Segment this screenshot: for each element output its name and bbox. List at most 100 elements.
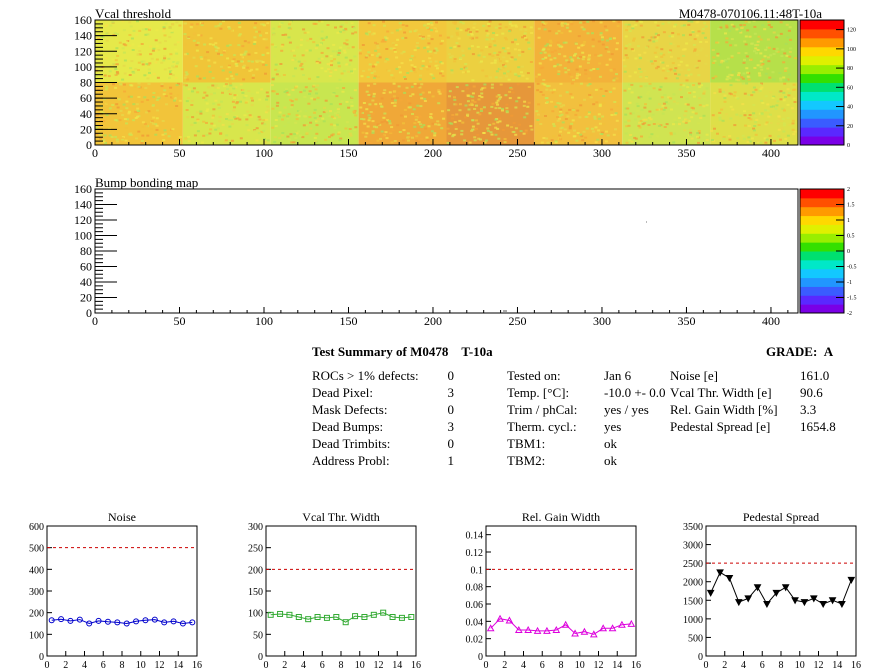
pixel-speck xyxy=(660,48,664,51)
colorbar-segment xyxy=(800,189,844,199)
pixel-speck xyxy=(127,110,131,113)
pixel-speck xyxy=(450,69,454,72)
pixel-speck xyxy=(129,132,133,135)
pixel-speck xyxy=(217,52,220,55)
data-point xyxy=(772,589,781,597)
pixel-speck xyxy=(745,55,749,58)
pixel-speck xyxy=(552,125,556,128)
pixel-speck xyxy=(192,33,196,36)
pixel-speck xyxy=(597,117,601,120)
pixel-speck xyxy=(170,30,174,33)
pixel-speck xyxy=(693,48,697,51)
pixel-speck xyxy=(182,83,186,86)
pixel-speck xyxy=(641,123,645,126)
pixel-speck xyxy=(244,50,248,53)
summary-value: 90.6 xyxy=(800,385,823,400)
pixel-speck xyxy=(747,136,751,139)
pixel-speck xyxy=(666,70,670,73)
pixel-speck xyxy=(652,87,656,90)
pixel-speck xyxy=(672,123,675,126)
pixel-speck xyxy=(239,100,242,103)
data-point xyxy=(505,616,514,624)
pixel-speck xyxy=(693,50,697,53)
pixel-speck xyxy=(367,30,371,33)
pixel-speck xyxy=(366,76,370,78)
pixel-speck xyxy=(212,108,216,111)
pixel-speck xyxy=(144,33,148,36)
pixel-speck xyxy=(327,68,331,71)
pixel-speck xyxy=(779,98,783,101)
pixel-speck xyxy=(488,112,492,115)
pixel-speck xyxy=(514,24,518,27)
pixel-speck xyxy=(490,86,494,89)
pixel-speck xyxy=(257,115,261,118)
pixel-speck xyxy=(235,102,239,105)
pixel-speck xyxy=(374,105,378,108)
pixel-speck xyxy=(549,41,553,44)
pixel-speck xyxy=(340,100,344,103)
pixel-speck xyxy=(470,102,474,105)
pixel-speck xyxy=(306,39,310,42)
pixel-speck xyxy=(168,76,171,79)
x-tick-label: 400 xyxy=(762,314,780,328)
pixel-speck xyxy=(586,61,590,64)
pixel-speck xyxy=(184,53,188,56)
pixel-speck xyxy=(741,103,745,106)
pixel-speck xyxy=(385,37,389,40)
pixel-speck xyxy=(625,29,628,32)
pixel-speck xyxy=(401,37,405,40)
pixel-speck xyxy=(450,35,454,38)
pixel-speck xyxy=(650,44,654,47)
pixel-speck xyxy=(498,27,502,30)
pixel-speck xyxy=(233,106,236,109)
data-point xyxy=(716,569,724,577)
x-tick-label: 8 xyxy=(120,660,125,671)
pixel-speck xyxy=(589,92,593,95)
pixel-speck xyxy=(207,59,211,62)
y-tick-label: 250 xyxy=(248,544,263,555)
pixel-speck xyxy=(152,96,156,99)
pixel-speck xyxy=(657,34,660,37)
pixel-speck xyxy=(326,24,330,26)
pixel-speck xyxy=(718,88,722,91)
pixel-speck xyxy=(636,105,640,108)
pixel-speck xyxy=(348,128,352,130)
pixel-speck xyxy=(227,118,231,121)
data-point xyxy=(114,619,121,626)
x-tick-label: 100 xyxy=(255,146,273,160)
pixel-speck xyxy=(602,123,606,126)
pixel-speck xyxy=(592,20,595,23)
pixel-speck xyxy=(768,113,772,116)
pixel-speck xyxy=(699,49,703,52)
y-tick-label: 400 xyxy=(29,565,44,576)
pixel-speck xyxy=(685,97,689,100)
pixel-speck xyxy=(505,60,509,63)
pixel-speck xyxy=(423,97,427,100)
pixel-speck xyxy=(581,58,585,61)
pixel-speck xyxy=(195,111,199,114)
pixel-speck xyxy=(105,39,109,42)
pixel-speck xyxy=(690,116,694,119)
pixel-speck xyxy=(477,137,481,140)
pixel-speck xyxy=(551,91,555,94)
pixel-speck xyxy=(435,21,438,24)
pixel-speck xyxy=(508,30,512,33)
pixel-speck xyxy=(171,23,174,26)
summary-value: ok xyxy=(604,436,617,451)
pixel-speck xyxy=(127,95,131,98)
pixel-speck xyxy=(786,134,790,137)
pixel-speck xyxy=(147,63,151,66)
pixel-speck xyxy=(742,61,746,64)
pixel-speck xyxy=(104,141,107,144)
pixel-speck xyxy=(118,41,122,44)
pixel-speck xyxy=(187,36,191,38)
pixel-speck xyxy=(726,57,730,60)
pixel-speck xyxy=(429,55,433,58)
pixel-speck xyxy=(527,41,531,44)
pixel-speck xyxy=(684,118,688,121)
pixel-speck xyxy=(255,68,259,71)
pixel-speck xyxy=(398,71,402,74)
pixel-speck xyxy=(744,124,747,127)
pixel-speck xyxy=(551,110,555,113)
pixel-speck xyxy=(721,119,725,122)
